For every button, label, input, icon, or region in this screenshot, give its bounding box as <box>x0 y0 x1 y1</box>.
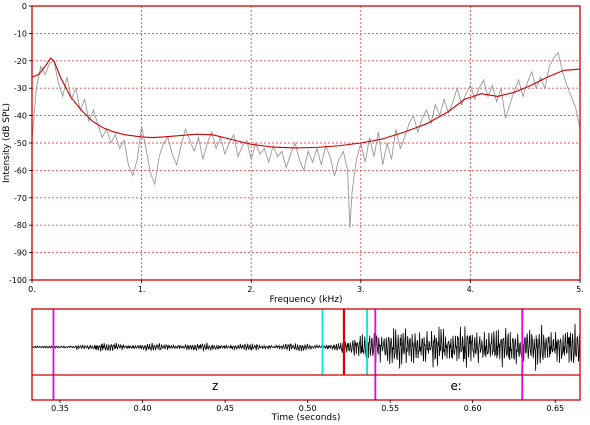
spectral-envelope-line <box>31 57 581 149</box>
segment-label: z <box>212 379 218 393</box>
y-tick-label: -60 <box>14 166 27 175</box>
y-tick-label: -30 <box>14 84 27 93</box>
time-tick-label: 0.60 <box>464 404 482 413</box>
y-tick-label: -20 <box>14 57 27 66</box>
y-tick-label: -50 <box>14 139 27 148</box>
time-axis-ticks: 0.35 0.40 0.45 0.50 0.55 0.60 0.65 <box>51 400 564 413</box>
waveform-panel: z eː 0.35 0.40 0.45 0.50 0.55 0.60 0.65 Time (s… <box>31 308 581 423</box>
segment-label: eː <box>450 379 461 393</box>
y-tick-label: -70 <box>14 194 27 203</box>
y-tick-label: -10 <box>14 29 27 38</box>
time-tick-label: 0.65 <box>546 404 564 413</box>
y-tick-label: 0 <box>22 2 27 11</box>
segment-labels: z eː <box>212 379 462 393</box>
time-tick-label: 0.40 <box>134 404 152 413</box>
waveform-frame <box>31 308 581 401</box>
time-tick-label: 0.55 <box>381 404 399 413</box>
y-tick-label: -100 <box>9 276 27 285</box>
x-tick-label: 4. <box>467 285 475 294</box>
spectrum-y-ticks: 0 -10 -20 -30 -40 -50 -60 -70 -80 -90 -100 <box>9 2 32 285</box>
time-axis-label: Time (seconds) <box>271 413 341 423</box>
time-tick-label: 0.35 <box>51 404 69 413</box>
y-tick-label: -80 <box>14 221 27 230</box>
spectrum-series-line <box>31 51 581 228</box>
spectrum-grid <box>32 6 580 280</box>
time-tick-label: 0.50 <box>299 404 317 413</box>
segment-boundary-markers <box>52 309 524 400</box>
x-tick-label: 0. <box>28 285 36 294</box>
spectrum-x-ticks: 0. 1. 2. 3. 4. 5. <box>28 280 584 294</box>
time-tick-label: 0.45 <box>216 404 234 413</box>
spectrum-chart: 0 -10 -20 -30 -40 -50 -60 -70 -80 -90 -100 0. 1. 2. 3… <box>2 2 584 305</box>
x-tick-label: 5. <box>576 285 584 294</box>
x-tick-label: 3. <box>357 285 365 294</box>
spectrum-y-axis-label: Intensity (dB SPL) <box>2 103 12 183</box>
x-tick-label: 2. <box>247 285 255 294</box>
spectrum-series <box>31 51 581 228</box>
y-tick-label: -40 <box>14 112 27 121</box>
x-tick-label: 1. <box>138 285 146 294</box>
spectrum-x-axis-label: Frequency (kHz) <box>269 295 342 305</box>
speech-waveform <box>31 323 581 371</box>
y-tick-label: -90 <box>14 249 27 258</box>
